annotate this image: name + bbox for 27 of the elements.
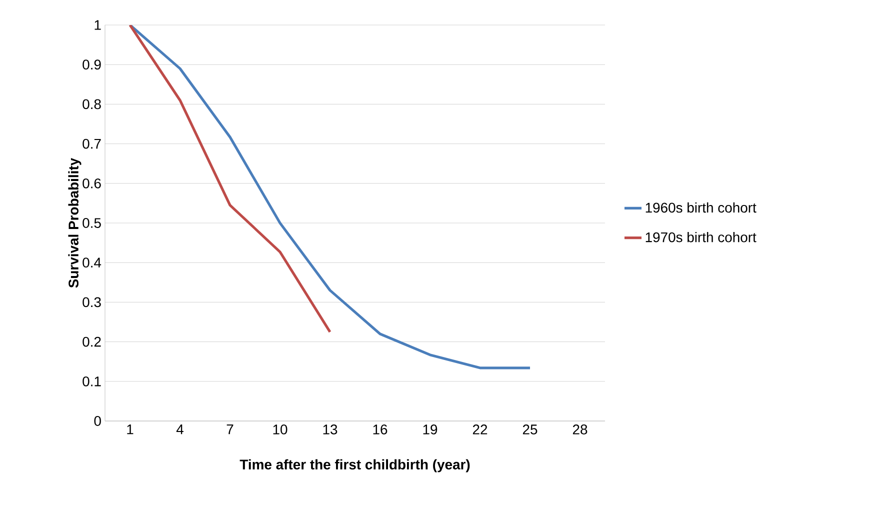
legend-label: 1970s birth cohort (646, 232, 756, 242)
y-tick-label: 0.2 (82, 336, 101, 347)
x-tick-label: 4 (176, 424, 184, 434)
x-tick-label: 28 (572, 424, 588, 434)
line-series (128, 24, 332, 334)
x-axis-title: Time after the first childbirth (year) (240, 459, 470, 472)
y-tick-label: 0 (94, 416, 101, 426)
y-tick-label: 0.9 (82, 60, 101, 70)
y-tick-label: 1 (94, 20, 101, 30)
x-tick-label: 7 (226, 424, 234, 434)
y-tick-label: 0.6 (82, 178, 101, 188)
y-tick-label: 0.7 (82, 138, 101, 149)
x-tick-label: 25 (522, 424, 538, 434)
y-tick-label: 0.3 (82, 297, 101, 308)
x-tick-label: 19 (423, 424, 438, 434)
y-tick-label: 0.4 (82, 258, 102, 268)
x-tick-label: 22 (472, 424, 488, 434)
y-tick-label: 0.8 (82, 99, 101, 110)
x-tick-label: 13 (323, 424, 338, 434)
y-tick-label: 0.1 (82, 376, 101, 386)
x-tick-label: 16 (373, 424, 388, 434)
x-tick-label: 1 (127, 424, 134, 434)
line-series (128, 24, 532, 370)
x-tick-label: 10 (273, 424, 288, 434)
y-tick-label: 0.5 (82, 218, 101, 228)
legend-label: 1960s birth cohort (646, 202, 756, 213)
y-axis-title: Survival Probability (68, 158, 82, 288)
